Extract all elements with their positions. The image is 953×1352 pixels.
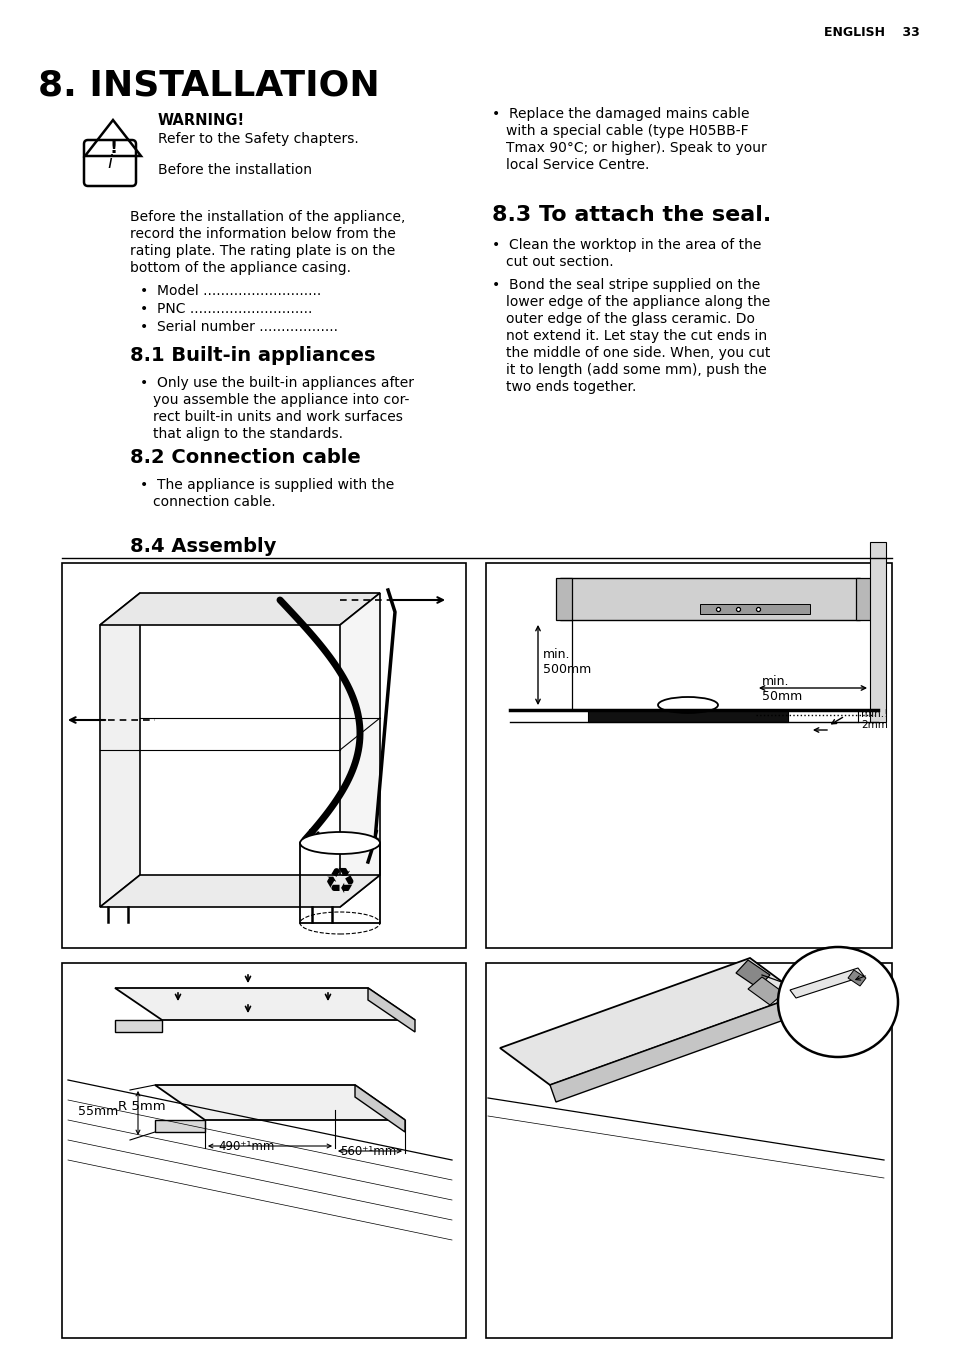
- Text: outer edge of the glass ceramic. Do: outer edge of the glass ceramic. Do: [505, 312, 754, 326]
- Text: Before the installation of the appliance,: Before the installation of the appliance…: [130, 210, 405, 224]
- Polygon shape: [789, 968, 863, 998]
- Bar: [556, 579, 572, 621]
- Polygon shape: [115, 1019, 162, 1032]
- Text: bottom of the appliance casing.: bottom of the appliance casing.: [130, 261, 351, 274]
- Text: 8.1 Built-in appliances: 8.1 Built-in appliances: [130, 346, 375, 365]
- Text: 55mm: 55mm: [78, 1105, 118, 1118]
- Text: Refer to the Safety chapters.: Refer to the Safety chapters.: [158, 132, 358, 146]
- Text: ♻: ♻: [323, 867, 355, 900]
- Text: min.: min.: [542, 648, 570, 661]
- Bar: [485, 562, 891, 948]
- Polygon shape: [100, 875, 379, 907]
- Text: 490⁺¹mm: 490⁺¹mm: [218, 1140, 274, 1153]
- Text: •  Model ...........................: • Model ...........................: [140, 284, 321, 297]
- Text: !: !: [110, 139, 118, 157]
- Polygon shape: [499, 959, 800, 1086]
- Text: min.!: min.!: [861, 708, 887, 719]
- Text: 560⁺¹mm: 560⁺¹mm: [339, 1145, 395, 1159]
- Polygon shape: [550, 995, 805, 1102]
- Text: Before the installation: Before the installation: [158, 164, 312, 177]
- Bar: [587, 710, 787, 722]
- Text: two ends together.: two ends together.: [505, 380, 636, 393]
- Text: WARNING!: WARNING!: [158, 114, 245, 128]
- Text: •  Bond the seal stripe supplied on the: • Bond the seal stripe supplied on the: [492, 279, 760, 292]
- Text: rect built-in units and work surfaces: rect built-in units and work surfaces: [152, 410, 402, 425]
- Text: •  The appliance is supplied with the: • The appliance is supplied with the: [140, 479, 394, 492]
- Text: 500mm: 500mm: [542, 662, 591, 676]
- Ellipse shape: [778, 946, 897, 1057]
- Text: the middle of one side. When, you cut: the middle of one side. When, you cut: [505, 346, 770, 360]
- Polygon shape: [368, 988, 415, 1032]
- Text: 8.4 Assembly: 8.4 Assembly: [130, 537, 276, 556]
- Text: ENGLISH    33: ENGLISH 33: [823, 26, 919, 39]
- Text: local Service Centre.: local Service Centre.: [505, 158, 649, 172]
- Text: R 5mm: R 5mm: [118, 1101, 166, 1113]
- Text: 2mm: 2mm: [861, 721, 887, 730]
- Polygon shape: [154, 1086, 405, 1119]
- Text: min.: min.: [761, 675, 789, 688]
- Text: 8.2 Connection cable: 8.2 Connection cable: [130, 448, 360, 466]
- Text: •  Only use the built-in appliances after: • Only use the built-in appliances after: [140, 376, 414, 389]
- Polygon shape: [100, 594, 140, 907]
- Text: 8.3 To attach the seal.: 8.3 To attach the seal.: [492, 206, 770, 224]
- Bar: [62, 562, 465, 948]
- Bar: [62, 963, 465, 1338]
- Ellipse shape: [299, 831, 379, 854]
- Text: connection cable.: connection cable.: [152, 495, 275, 508]
- Text: •  PNC ............................: • PNC ............................: [140, 301, 312, 316]
- Text: Tmax 90°C; or higher). Speak to your: Tmax 90°C; or higher). Speak to your: [505, 141, 766, 155]
- Polygon shape: [339, 594, 379, 907]
- Text: 8. INSTALLATION: 8. INSTALLATION: [38, 68, 379, 101]
- Bar: [869, 542, 885, 722]
- Polygon shape: [355, 1086, 405, 1132]
- Text: cut out section.: cut out section.: [505, 256, 613, 269]
- Text: it to length (add some mm), push the: it to length (add some mm), push the: [505, 362, 766, 377]
- Polygon shape: [154, 1119, 205, 1132]
- Text: not extend it. Let stay the cut ends in: not extend it. Let stay the cut ends in: [505, 329, 766, 343]
- Polygon shape: [847, 969, 865, 986]
- Polygon shape: [735, 960, 769, 988]
- Bar: [485, 963, 891, 1338]
- Text: 50mm: 50mm: [761, 690, 801, 703]
- Text: •  Clean the worktop in the area of the: • Clean the worktop in the area of the: [492, 238, 760, 251]
- Bar: [299, 844, 379, 923]
- Text: •  Serial number ..................: • Serial number ..................: [140, 320, 337, 334]
- Text: with a special cable (type H05BB-F: with a special cable (type H05BB-F: [505, 124, 748, 138]
- Text: that align to the standards.: that align to the standards.: [152, 427, 343, 441]
- Text: record the information below from the: record the information below from the: [130, 227, 395, 241]
- Polygon shape: [115, 988, 415, 1019]
- Text: rating plate. The rating plate is on the: rating plate. The rating plate is on the: [130, 243, 395, 258]
- Bar: [700, 604, 809, 614]
- Text: •  Replace the damaged mains cable: • Replace the damaged mains cable: [492, 107, 749, 120]
- Text: i: i: [108, 154, 112, 172]
- Text: lower edge of the appliance along the: lower edge of the appliance along the: [505, 295, 769, 310]
- Polygon shape: [100, 594, 379, 625]
- Text: you assemble the appliance into cor-: you assemble the appliance into cor-: [152, 393, 409, 407]
- Bar: [855, 579, 871, 621]
- Polygon shape: [559, 579, 859, 621]
- Polygon shape: [747, 977, 783, 1005]
